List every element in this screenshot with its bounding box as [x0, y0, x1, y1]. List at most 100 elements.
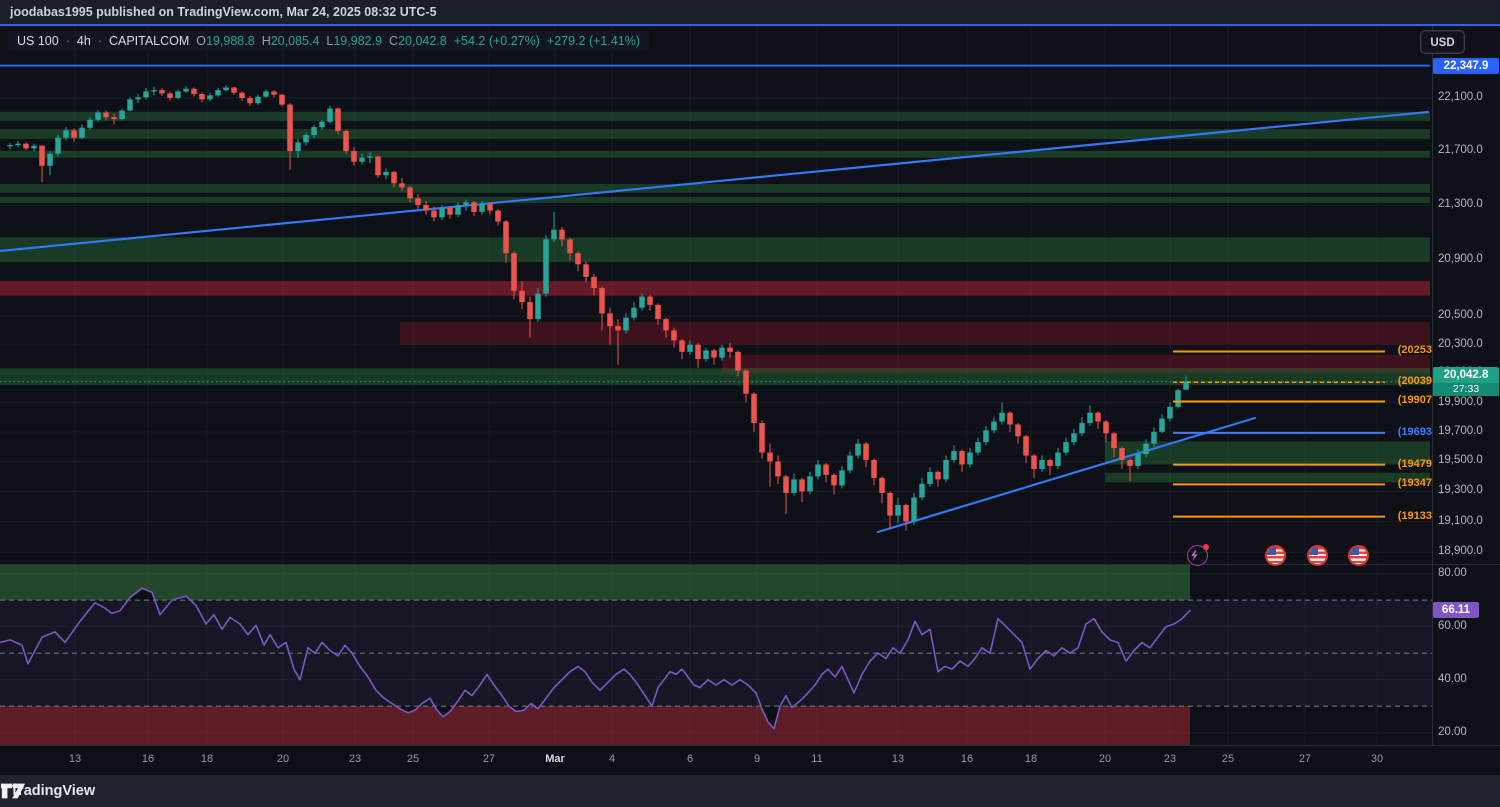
- lightning-bolt-glyph: [1191, 550, 1198, 561]
- ohlc-key: O: [196, 34, 207, 48]
- brand-name[interactable]: TradingView: [10, 783, 96, 799]
- lightning-drawing-icon[interactable]: [1187, 544, 1209, 566]
- price-chart-canvas[interactable]: [0, 26, 1500, 565]
- time-tick-label: 4: [608, 753, 616, 765]
- time-tick-label: 13: [68, 753, 82, 765]
- us-flag-event-icon[interactable]: [1348, 545, 1369, 566]
- trendline: [876, 416, 1257, 534]
- rsi-value-badge: 66.11: [1433, 602, 1479, 619]
- demand-zone: [0, 151, 1430, 158]
- price-tick-label: 19,900.0: [1438, 395, 1483, 408]
- price-tick-label: 22,100.0: [1438, 91, 1483, 103]
- price-tick-label: 19,700.0: [1438, 424, 1483, 437]
- demand-zone: [0, 196, 1430, 204]
- time-tick-label: 18: [200, 753, 214, 765]
- change-points: +54.2 (+0.27%): [453, 34, 540, 48]
- time-tick-label: 16: [141, 753, 155, 765]
- last-price-badge: 20,042.8 27:33: [1433, 366, 1499, 396]
- ohlc-value: 20,085.4: [270, 34, 320, 48]
- rsi-tick-label: 80.00: [1438, 566, 1467, 579]
- us-flag-event-icon[interactable]: [1265, 545, 1286, 566]
- price-tick-label: 20,300.0: [1438, 337, 1483, 350]
- bar-countdown: 27:33: [1433, 382, 1499, 396]
- flag-canton: [1350, 547, 1359, 555]
- key-level-label: (19693: [1397, 425, 1432, 438]
- price-tick-label: 21,300.0: [1438, 198, 1483, 211]
- rsi-tick-label: 20.00: [1438, 725, 1467, 738]
- legend-separator: ·: [65, 34, 70, 48]
- tradingview-logo-icon[interactable]: [0, 781, 26, 801]
- time-tick-label: 16: [960, 753, 974, 765]
- footer-bar: TradingView: [0, 775, 1500, 807]
- header-divider: [0, 24, 1500, 26]
- demand-zone: [0, 237, 1430, 263]
- change-session: +279.2 (+1.41%): [546, 34, 641, 48]
- rsi-oversold-fill: [0, 706, 1190, 745]
- time-tick-label: 27: [1298, 753, 1312, 765]
- key-level-label: (19479: [1397, 457, 1432, 470]
- currency-unit-button[interactable]: USD: [1420, 30, 1465, 54]
- last-price-value: 20,042.8: [1443, 368, 1489, 381]
- demand-zone: [0, 368, 1430, 386]
- price-tick-label: 20,500.0: [1438, 309, 1483, 322]
- key-level-label: (19133: [1397, 509, 1432, 522]
- supply_dark-zone: [400, 321, 1430, 345]
- timeframe[interactable]: 4h: [76, 34, 91, 48]
- upper-level-badge: 22,347.9: [1433, 57, 1499, 74]
- ohlc-value: 19,982.9: [333, 34, 383, 48]
- ohlc-values: O19,988.8 H20,085.4 L19,982.9 C20,042.8: [196, 34, 446, 48]
- demand-zone: [0, 111, 1430, 122]
- price-tick-label: 18,900.0: [1438, 545, 1483, 558]
- flag-canton: [1309, 547, 1318, 555]
- supply-zone: [0, 281, 1430, 296]
- flag-canton: [1267, 547, 1276, 555]
- time-tick-label: Mar: [545, 753, 565, 765]
- rsi-tick-label: 40.00: [1438, 672, 1467, 685]
- rsi-overbought-fill: [0, 565, 1190, 601]
- ohlc-key: H: [261, 34, 271, 48]
- time-tick-label: 11: [811, 753, 823, 765]
- price-tick-label: 19,500.0: [1438, 454, 1483, 467]
- exchange-name: CAPITALCOM: [108, 34, 190, 48]
- symbol-name[interactable]: US 100: [17, 34, 59, 48]
- demand-zone: [1105, 472, 1430, 483]
- time-tick-label: 23: [348, 753, 362, 765]
- ohlc-key: C: [389, 34, 399, 48]
- time-tick-label: 27: [482, 753, 496, 765]
- publish-header: joodabas1995 published on TradingView.co…: [0, 0, 1500, 24]
- time-tick-label: 9: [753, 753, 761, 765]
- price-tick-label: 20,900.0: [1438, 253, 1483, 266]
- chart-area: US 100 · 4h · CAPITALCOM O19,988.8 H20,08…: [0, 26, 1500, 775]
- symbol-legend[interactable]: US 100 · 4h · CAPITALCOM O19,988.8 H20,08…: [8, 31, 650, 51]
- us-flag-event-icon[interactable]: [1307, 545, 1328, 566]
- pane-separator[interactable]: [0, 564, 1500, 565]
- time-tick-label: 30: [1370, 753, 1384, 765]
- demand-zone: [1105, 441, 1430, 465]
- time-tick-label: 25: [406, 753, 420, 765]
- ohlc-value: 19,988.8: [206, 34, 255, 48]
- supply_dark-zone: [722, 354, 1430, 373]
- time-tick-label: 20: [276, 753, 290, 765]
- rsi-tick-label: 60.00: [1438, 619, 1467, 632]
- price-tick-label: 19,300.0: [1438, 484, 1483, 497]
- time-tick-label: 23: [1163, 753, 1177, 765]
- time-axis[interactable]: 13 16 18 20 23 25 27 Mar 4 6 9 11 13 16 18 20 23 25 27 30: [0, 745, 1500, 775]
- key-level-label: (19347: [1397, 477, 1432, 490]
- time-tick-label: 6: [686, 753, 694, 765]
- demand-zone: [0, 184, 1430, 193]
- time-tick-label: 25: [1221, 753, 1235, 765]
- ohlc-value: 20,042.8: [398, 34, 447, 48]
- price-tick-label: 21,700.0: [1438, 144, 1483, 157]
- rsi-indicator-canvas[interactable]: [0, 565, 1500, 745]
- legend-separator: ·: [97, 34, 102, 48]
- time-tick-label: 13: [891, 753, 905, 765]
- price-axis-border: [1432, 26, 1433, 745]
- trendline: [0, 110, 1430, 253]
- time-tick-label: 18: [1024, 753, 1038, 765]
- key-level-label: (19907: [1397, 394, 1432, 407]
- ohlc-key: L: [326, 34, 334, 48]
- rsi-line: [0, 587, 1191, 730]
- time-tick-label: 20: [1098, 753, 1112, 765]
- key-level-label: (20253: [1397, 344, 1432, 357]
